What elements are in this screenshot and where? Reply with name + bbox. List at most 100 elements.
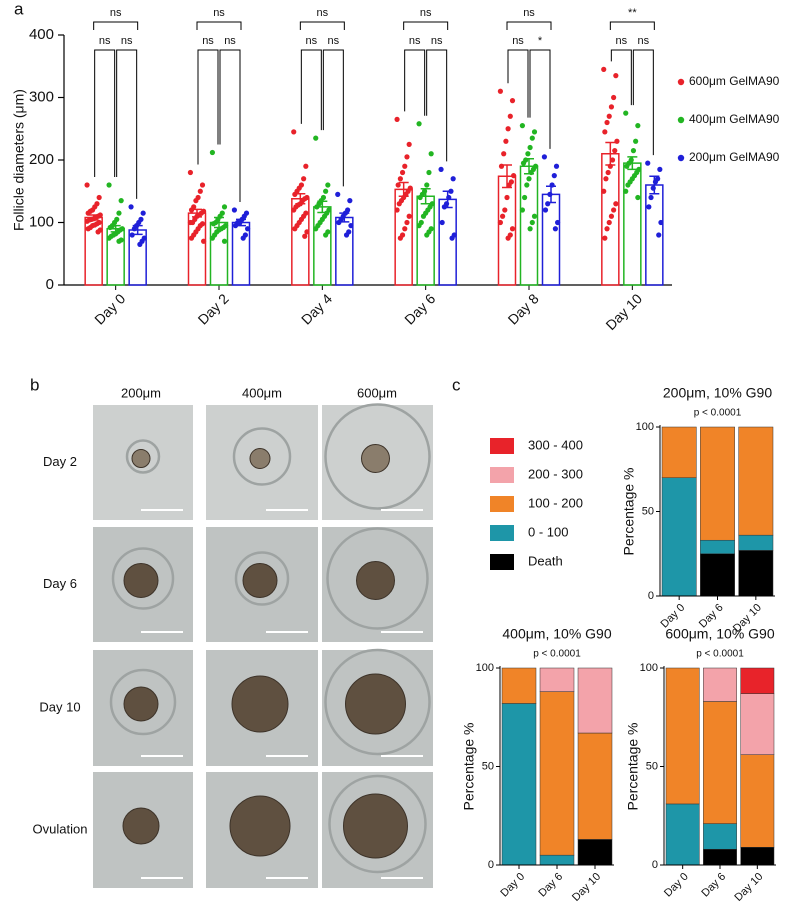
follicle [131, 449, 151, 468]
data-point [417, 194, 423, 201]
hydrogel-ring [232, 427, 292, 486]
y-tick-label: 0 [488, 859, 494, 871]
data-point [657, 166, 663, 172]
significance-label: ns [213, 7, 225, 19]
bar-segment [703, 848, 737, 866]
data-point [231, 207, 237, 213]
data-point [197, 188, 203, 194]
data-point [128, 204, 134, 210]
data-point [106, 235, 112, 241]
follicle [356, 561, 395, 600]
data-point [188, 235, 195, 241]
data-point [187, 219, 193, 226]
data-point [509, 226, 516, 232]
legend-swatch [490, 496, 514, 512]
y-axis-label: Percentage % [461, 723, 477, 811]
legend-label: 300 - 400 [528, 437, 583, 452]
x-tick-label: Day 0 [91, 290, 128, 327]
hydrogel-ring [111, 547, 175, 610]
significance-bracket [404, 49, 426, 116]
hydrogel-ring [109, 668, 177, 736]
panel-label: a [14, 0, 24, 18]
significance-bracket [219, 49, 241, 202]
data-point [221, 238, 228, 244]
bar-segment [661, 426, 697, 478]
significance-label: ns [224, 35, 236, 47]
significance-label: ns [328, 35, 340, 47]
y-axis-label: Percentage % [621, 468, 637, 556]
significance-label: ns [110, 7, 122, 19]
data-point [505, 126, 511, 132]
data-point [542, 207, 549, 213]
data-point [348, 223, 354, 229]
bar-segment [738, 426, 774, 536]
column-header: 400μm [242, 385, 282, 400]
data-point [394, 207, 400, 213]
data-point [240, 235, 246, 241]
bar-segment [665, 803, 700, 866]
data-point [497, 219, 503, 226]
data-point [323, 232, 329, 238]
data-point [602, 235, 608, 241]
data-point [193, 198, 199, 204]
data-point [504, 194, 510, 201]
data-point [187, 169, 193, 176]
significance-bracket [426, 49, 448, 162]
follicle [123, 686, 159, 722]
bar-segment [665, 667, 700, 805]
data-point [416, 223, 422, 229]
legend-label: 200μm GelMA90 [689, 150, 780, 164]
data-point [131, 226, 137, 232]
x-tick-label: Day 6 [699, 871, 728, 900]
data-point [116, 210, 122, 216]
data-point [209, 235, 215, 241]
follicle [343, 793, 408, 859]
data-point [84, 182, 90, 188]
data-point [531, 129, 538, 135]
bar [231, 221, 251, 286]
legend-swatch [490, 525, 514, 541]
significance-label: ns [306, 35, 318, 47]
chart-title: 600μm, 10% G90 [665, 626, 774, 642]
data-point [608, 104, 615, 110]
data-point [424, 182, 430, 188]
significance-bracket [93, 21, 139, 30]
data-point [95, 229, 101, 235]
significance-label: ns [121, 35, 133, 47]
significance-bracket [196, 21, 242, 30]
data-point [609, 157, 616, 163]
legend-marker [677, 116, 685, 124]
data-point [343, 232, 350, 238]
data-point [416, 121, 422, 127]
row-label: Ovulation [33, 821, 88, 836]
significance-bracket [632, 49, 654, 156]
legend-marker [677, 154, 685, 162]
x-tick-label: Day 6 [401, 290, 438, 327]
data-point [118, 198, 124, 204]
bar-segment [539, 667, 575, 692]
data-point [420, 213, 427, 219]
x-tick-label: Day 4 [298, 290, 335, 327]
data-point [347, 198, 353, 204]
data-point [404, 154, 410, 160]
data-point [531, 213, 538, 219]
significance-label: ns [317, 7, 329, 19]
data-point [635, 194, 641, 201]
panel-label: b [30, 375, 39, 394]
data-point [633, 138, 639, 144]
data-point [604, 226, 610, 232]
significance-label: ns [99, 35, 111, 47]
follicle [231, 675, 289, 733]
data-point [394, 116, 400, 122]
data-point [623, 188, 629, 194]
data-point [541, 154, 548, 160]
data-point [439, 219, 445, 226]
bar-segment [700, 539, 735, 554]
data-point [428, 151, 434, 157]
data-point [335, 191, 341, 197]
data-point [497, 88, 503, 94]
data-point [85, 226, 91, 232]
x-tick-label: Day 10 [570, 871, 603, 904]
significance-bracket [507, 49, 529, 118]
